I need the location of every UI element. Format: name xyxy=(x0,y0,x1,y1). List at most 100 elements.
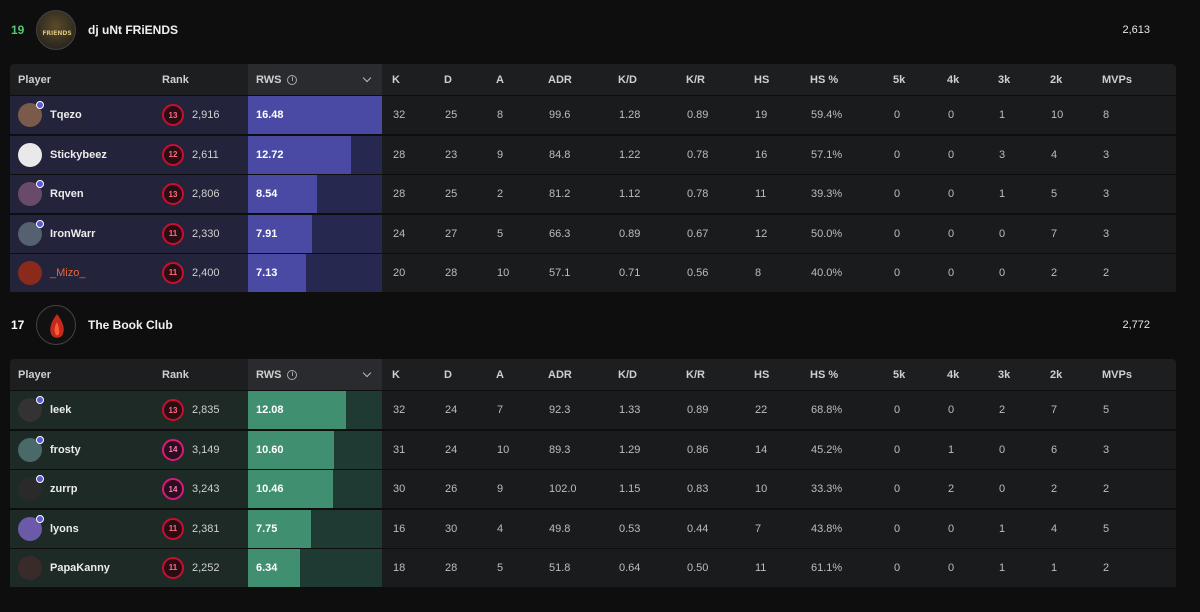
header-d[interactable]: D xyxy=(444,359,452,390)
player-cell[interactable]: lyons xyxy=(10,509,150,548)
header-rws-sort-button[interactable]: RWS i xyxy=(248,64,382,95)
table-row[interactable]: _Mizo_ 11 2,400 7.13 20 28 10 57.1 0.71 0.56 8 40.0… xyxy=(10,253,1176,292)
stat-a: 10 xyxy=(497,443,510,456)
stat-kr: 0.83 xyxy=(687,483,709,496)
header-kd[interactable]: K/D xyxy=(618,64,637,95)
avatar[interactable] xyxy=(18,475,44,502)
header-rws-sort-button[interactable]: RWS i xyxy=(248,359,382,390)
header-adr[interactable]: ADR xyxy=(548,359,572,390)
player-name[interactable]: _Mizo_ xyxy=(50,266,86,279)
stat-k4: 2 xyxy=(948,483,955,496)
header-hs_pct[interactable]: HS % xyxy=(810,359,838,390)
header-player[interactable]: Player xyxy=(10,64,150,95)
avatar[interactable] xyxy=(18,396,44,423)
stat-d: 24 xyxy=(445,443,458,456)
header-adr[interactable]: ADR xyxy=(548,64,572,95)
header-k5-label: 5k xyxy=(893,368,906,381)
player-name[interactable]: Tqezo xyxy=(50,109,82,122)
table-row[interactable]: Stickybeez 12 2,611 12.72 28 23 9 84.8 1.22 0.78 1… xyxy=(10,135,1176,174)
team-logo[interactable]: FRIENDS xyxy=(36,10,76,50)
header-hs_pct[interactable]: HS % xyxy=(810,64,838,95)
rank-cell: 13 2,916 xyxy=(150,96,248,135)
header-k3[interactable]: 3k xyxy=(998,64,1010,95)
stat-k: 24 xyxy=(393,227,406,240)
player-name[interactable]: IronWarr xyxy=(50,227,96,240)
table-row[interactable]: lyons 11 2,381 7.75 16 30 4 49.8 0.53 0.44 7 43.8% 0… xyxy=(10,509,1176,548)
stat-adr: 99.6 xyxy=(549,109,571,122)
player-cell[interactable]: leek xyxy=(10,391,150,430)
player-name[interactable]: Rqven xyxy=(50,188,84,201)
player-cell[interactable]: frosty xyxy=(10,430,150,469)
stat-hs: 10 xyxy=(755,483,768,496)
avatar[interactable] xyxy=(18,142,42,167)
avatar[interactable] xyxy=(18,101,44,128)
player-cell[interactable]: Stickybeez xyxy=(10,135,150,174)
table-row[interactable]: Rqven 13 2,806 8.54 28 25 2 81.2 1.12 0.78 11 39.3%… xyxy=(10,175,1176,214)
player-cell[interactable]: zurrp xyxy=(10,470,150,509)
table-row[interactable]: PapaKanny 11 2,252 6.34 18 28 5 51.8 0.64 0.50 11 6… xyxy=(10,548,1176,587)
team-logo[interactable] xyxy=(36,305,76,345)
header-mvps[interactable]: MVPs xyxy=(1102,64,1132,95)
header-k4[interactable]: 4k xyxy=(947,359,959,390)
player-cell[interactable]: _Mizo_ xyxy=(10,253,150,292)
header-hs[interactable]: HS xyxy=(754,359,769,390)
header-k4[interactable]: 4k xyxy=(947,64,959,95)
header-a[interactable]: A xyxy=(496,359,504,390)
info-icon[interactable]: i xyxy=(287,369,298,380)
player-cell[interactable]: Rqven xyxy=(10,175,150,214)
rws-cell: 10.60 xyxy=(248,430,382,469)
header-d[interactable]: D xyxy=(444,64,452,95)
table-row[interactable]: frosty 14 3,149 10.60 31 24 10 89.3 1.29 0.86 14 45… xyxy=(10,430,1176,469)
header-kr[interactable]: K/R xyxy=(686,64,705,95)
info-icon[interactable]: i xyxy=(287,74,298,85)
rws-bar-track xyxy=(248,430,382,469)
stat-k5: 0 xyxy=(894,266,901,279)
player-name[interactable]: zurrp xyxy=(50,483,78,496)
header-rank[interactable]: Rank xyxy=(150,359,248,390)
player-name[interactable]: leek xyxy=(50,404,72,417)
avatar[interactable] xyxy=(18,555,42,580)
header-k5[interactable]: 5k xyxy=(893,359,905,390)
player-name[interactable]: Stickybeez xyxy=(50,148,107,161)
header-hs[interactable]: HS xyxy=(754,64,769,95)
player-cell[interactable]: PapaKanny xyxy=(10,548,150,587)
header-kd[interactable]: K/D xyxy=(618,359,637,390)
rank-value: 2,916 xyxy=(192,109,220,122)
avatar[interactable] xyxy=(18,260,42,285)
rws-value: 12.08 xyxy=(256,404,284,417)
stat-k: 16 xyxy=(393,522,406,535)
header-k2[interactable]: 2k xyxy=(1050,359,1062,390)
header-player[interactable]: Player xyxy=(10,359,150,390)
table-row[interactable]: zurrp 14 3,243 10.46 30 26 9 102.0 1.15 0.83 10 33.… xyxy=(10,470,1176,509)
stat-d: 28 xyxy=(445,266,458,279)
avatar[interactable] xyxy=(18,435,44,462)
header-k[interactable]: K xyxy=(392,64,400,95)
header-rank[interactable]: Rank xyxy=(150,64,248,95)
player-name[interactable]: lyons xyxy=(50,522,79,535)
avatar[interactable] xyxy=(18,514,44,541)
avatar[interactable] xyxy=(18,180,44,207)
table-row[interactable]: leek 13 2,835 12.08 32 24 7 92.3 1.33 0.89 22 68.8%… xyxy=(10,391,1176,430)
header-k2-label: 2k xyxy=(1050,73,1063,86)
stat-d: 27 xyxy=(445,227,458,240)
header-k4-label: 4k xyxy=(947,368,960,381)
header-a[interactable]: A xyxy=(496,64,504,95)
player-name[interactable]: frosty xyxy=(50,443,81,456)
premium-badge-icon xyxy=(36,101,44,110)
header-mvps[interactable]: MVPs xyxy=(1102,359,1132,390)
header-k[interactable]: K xyxy=(392,359,400,390)
stat-hs_pct: 43.8% xyxy=(811,522,843,535)
header-kr[interactable]: K/R xyxy=(686,359,705,390)
player-cell[interactable]: IronWarr xyxy=(10,214,150,253)
stat-kd: 1.28 xyxy=(619,109,641,122)
player-cell[interactable]: Tqezo xyxy=(10,96,150,135)
header-k2[interactable]: 2k xyxy=(1050,64,1062,95)
rank-cell: 13 2,806 xyxy=(150,175,248,214)
player-name[interactable]: PapaKanny xyxy=(50,561,110,574)
stat-k2: 10 xyxy=(1051,109,1064,122)
table-row[interactable]: IronWarr 11 2,330 7.91 24 27 5 66.3 0.89 0.67 12 50… xyxy=(10,214,1176,253)
table-row[interactable]: Tqezo 13 2,916 16.48 32 25 8 99.6 1.28 0.89 19 59.4… xyxy=(10,96,1176,135)
avatar[interactable] xyxy=(18,219,44,246)
header-k5[interactable]: 5k xyxy=(893,64,905,95)
header-k3[interactable]: 3k xyxy=(998,359,1010,390)
